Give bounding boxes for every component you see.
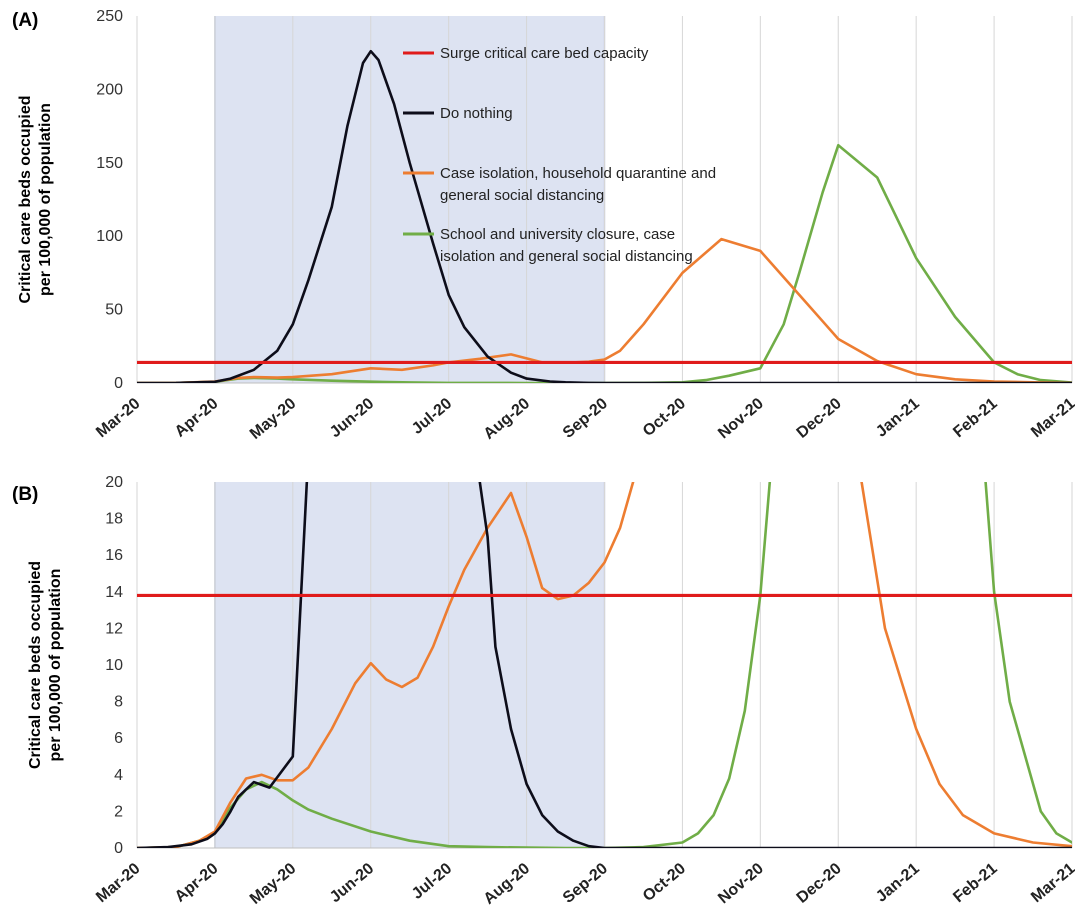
intervention-period-shading xyxy=(214,16,605,383)
y-tick-label: 12 xyxy=(105,620,123,637)
y-tick-label: 2 xyxy=(114,803,123,820)
y-tick-label: 6 xyxy=(114,730,123,747)
y-tick-label: 8 xyxy=(114,694,123,711)
y-tick-label: 0 xyxy=(114,375,123,392)
y-tick-label: 16 xyxy=(105,547,123,564)
y-tick-label: 50 xyxy=(105,302,123,319)
x-tick-label: Dec-20 xyxy=(794,395,845,442)
series-group xyxy=(137,482,1072,848)
x-tick-label: Oct-20 xyxy=(640,860,689,905)
x-tick-label: Nov-20 xyxy=(715,860,767,907)
x-tick-label: Dec-20 xyxy=(794,860,845,907)
x-tick-label: Mar-21 xyxy=(1028,395,1075,441)
y-axis-label: per 100,000 of population xyxy=(37,103,54,296)
y-tick-label: 0 xyxy=(114,840,123,857)
y-tick-label: 10 xyxy=(105,657,123,674)
x-tick-label: Feb-21 xyxy=(950,860,1001,906)
legend-entry-label: Case isolation, household quarantine and xyxy=(440,165,716,182)
series-line-case-isolation-household-quarantine-and- xyxy=(137,482,1072,848)
x-tick-label: Jun-20 xyxy=(327,860,378,906)
x-tick-label: Oct-20 xyxy=(640,395,689,440)
x-tick-label: Apr-20 xyxy=(172,395,222,441)
series-line-do-nothing xyxy=(137,482,1072,848)
intervention-period-shading xyxy=(214,482,605,848)
x-tick-label: Jul-20 xyxy=(409,860,455,903)
y-axis-label: Critical care beds occupied xyxy=(27,561,44,769)
x-tick-label: Mar-20 xyxy=(93,395,144,441)
x-tick-label: Nov-20 xyxy=(715,395,767,442)
panel-b: 0 2 4 6 8 10 12 14 16 18 20 Mar-20 Apr-20 May-20 Jun-2… xyxy=(12,474,1075,908)
x-tick-label: May-20 xyxy=(247,860,300,908)
panel-a: 0 50 100 150 200 250 Mar-20 Apr-20 May-20 Jun-20 J… xyxy=(12,8,1075,443)
y-tick-label: 200 xyxy=(96,81,123,98)
x-tick-label: Aug-20 xyxy=(481,395,534,443)
x-tick-label: Sep-20 xyxy=(560,395,611,442)
x-tick-label: Mar-21 xyxy=(1028,860,1075,906)
y-tick-label: 18 xyxy=(105,511,123,528)
x-tick-label: Aug-20 xyxy=(481,860,534,908)
series-line-do-nothing xyxy=(137,49,1072,383)
x-tick-label: Mar-20 xyxy=(93,860,144,906)
y-tick-label: 20 xyxy=(105,474,123,491)
y-axis-label: per 100,000 of population xyxy=(47,569,64,762)
x-tick-label: Feb-21 xyxy=(950,395,1001,441)
x-tick-label: Apr-20 xyxy=(172,860,222,906)
panel-label: (A) xyxy=(12,10,38,31)
y-tick-label: 4 xyxy=(114,767,123,784)
y-tick-label: 14 xyxy=(105,584,123,601)
y-axis-label: Critical care beds occupied xyxy=(17,95,34,303)
x-tick-label: Jan-21 xyxy=(873,860,923,906)
y-tick-label: 250 xyxy=(96,8,123,25)
x-tick-label: Jan-21 xyxy=(873,395,923,441)
legend-entry-label: general social distancing xyxy=(440,187,604,204)
x-tick-label: Jun-20 xyxy=(327,395,378,441)
legend-entry-label: Surge critical care bed capacity xyxy=(440,45,649,62)
y-tick-label: 150 xyxy=(96,155,123,172)
legend-entry-label: isolation and general social distancing xyxy=(440,248,693,265)
y-tick-label: 100 xyxy=(96,228,123,245)
panel-label: (B) xyxy=(12,484,38,505)
legend-entry-label: Do nothing xyxy=(440,105,513,122)
x-tick-label: Sep-20 xyxy=(560,860,611,907)
x-tick-label: May-20 xyxy=(247,395,300,443)
legend-entry-label: School and university closure, case xyxy=(440,226,675,243)
x-tick-label: Jul-20 xyxy=(409,395,455,438)
